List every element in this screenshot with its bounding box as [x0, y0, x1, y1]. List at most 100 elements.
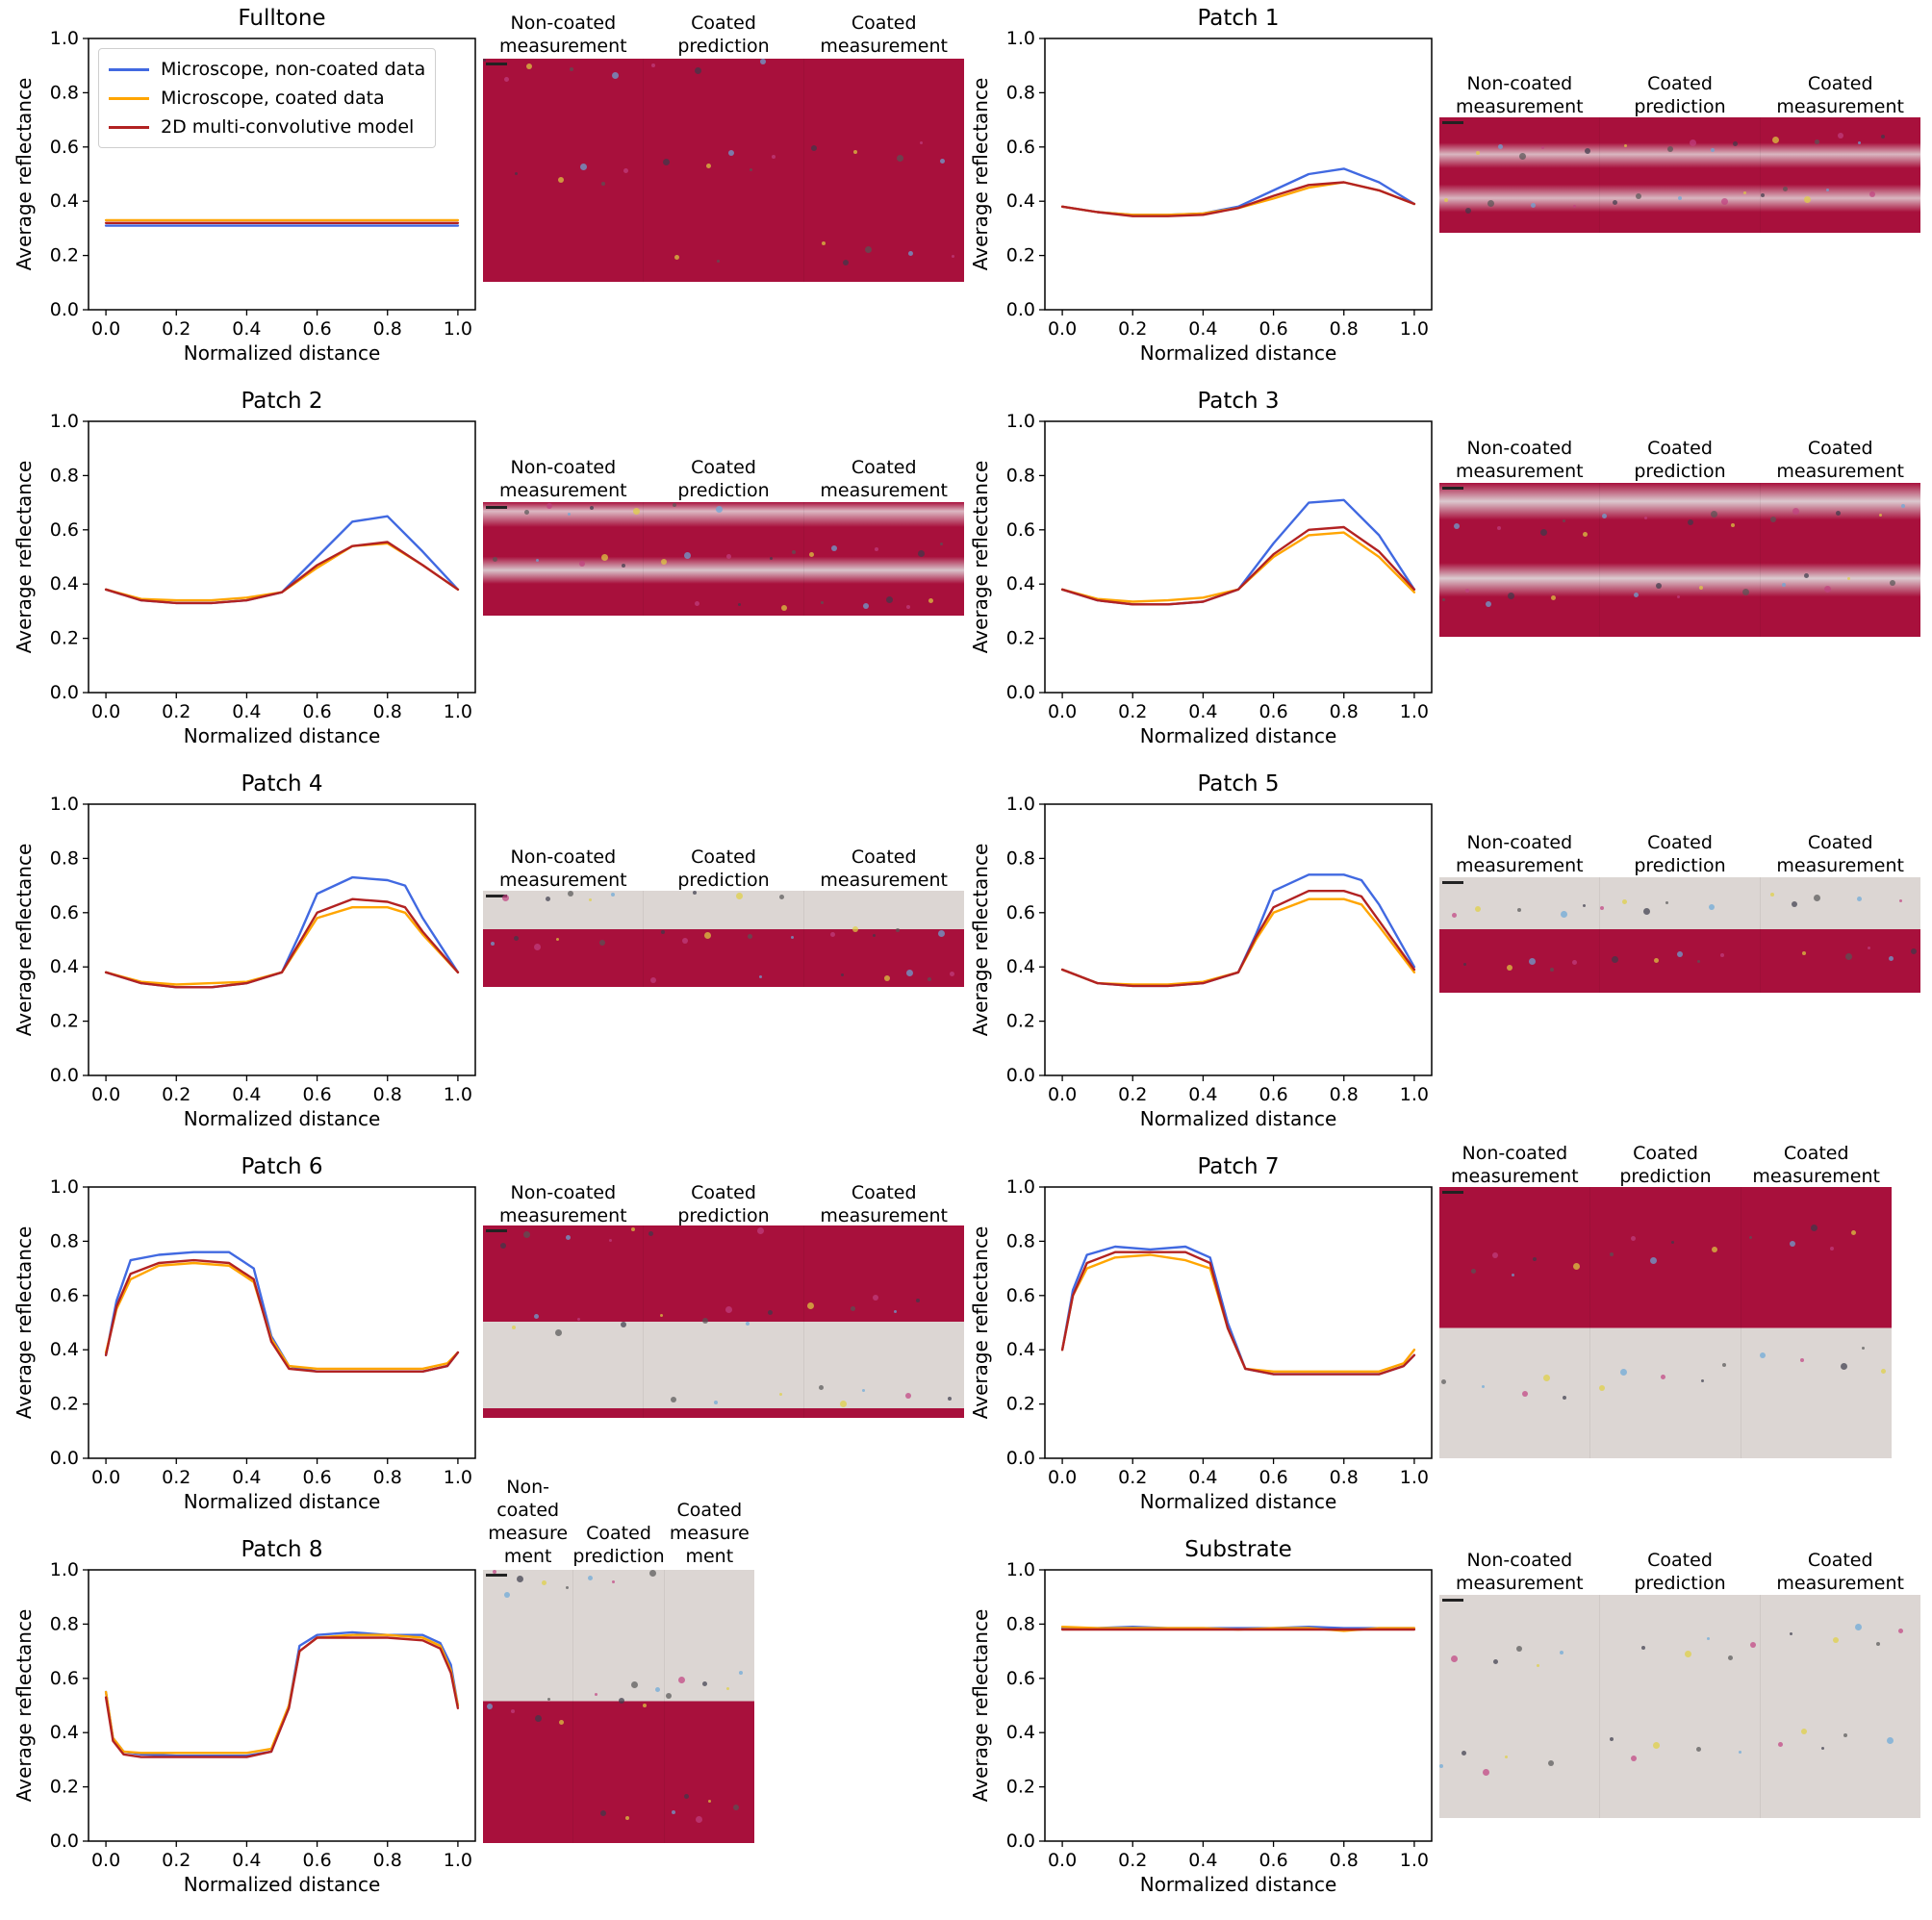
speck [1741, 589, 1749, 596]
series-line-2 [104, 905, 460, 986]
x-tick-label: 0.8 [1330, 318, 1359, 340]
x-tick-label: 0.6 [302, 701, 331, 722]
y-tick-label: 0.4 [1006, 190, 1035, 212]
speck [492, 556, 497, 562]
x-axis-label: Normalized distance [1140, 1107, 1337, 1130]
speck [724, 1306, 732, 1313]
speck [1721, 198, 1729, 205]
x-tick-label: 0.4 [232, 1467, 261, 1488]
x-tick-label: 0.0 [91, 1084, 120, 1105]
line-chart: 0.0 0.2 0.4 0.6 0.8 1.0 0.0 0.2 0.4 0.6 0.8 1.0 Norm… [13, 414, 476, 747]
speck [779, 1393, 783, 1396]
speck [576, 1318, 580, 1321]
speck [1442, 598, 1446, 601]
micrograph-panel [1439, 1187, 1590, 1458]
speck [1530, 202, 1536, 208]
micrograph-panel [1761, 877, 1920, 993]
speck [661, 930, 666, 934]
speck [893, 1310, 897, 1313]
speck [739, 1671, 744, 1676]
micrograph-panel [644, 59, 804, 282]
line-chart: 0.0 0.2 0.4 0.6 0.8 1.0 0.0 0.2 0.4 0.6 0.8 1.0 Norm… [969, 414, 1433, 747]
speck [590, 505, 595, 510]
speck [1837, 132, 1843, 139]
series-line-1 [104, 515, 460, 605]
micrograph-column-label: Coated prediction [1619, 1143, 1712, 1187]
y-tick-label: 0.8 [50, 82, 79, 103]
speck [578, 561, 585, 568]
x-tick-label: 0.4 [1188, 701, 1217, 722]
speck [1439, 1764, 1443, 1769]
speck [671, 1397, 677, 1402]
chart-title: Patch 3 [1197, 389, 1280, 414]
speck [1868, 947, 1871, 949]
speck [1710, 148, 1715, 153]
speck [831, 544, 838, 551]
speck [501, 895, 509, 901]
speck [771, 154, 775, 159]
speck [950, 972, 955, 976]
micrograph-column-label: Non-coated measurement [499, 457, 627, 501]
x-tick-label: 0.2 [1118, 701, 1147, 722]
x-tick-label: 0.8 [373, 1850, 402, 1871]
speck [1803, 573, 1809, 579]
series-line-3 [104, 897, 460, 989]
x-tick-label: 1.0 [1400, 701, 1429, 722]
speck [524, 510, 530, 516]
speck [852, 926, 858, 932]
speck [1521, 1390, 1528, 1397]
speck [807, 1302, 815, 1309]
speck [513, 936, 519, 941]
series-line-3 [1060, 1251, 1416, 1376]
speck [535, 559, 539, 562]
x-tick-label: 0.4 [1188, 318, 1217, 340]
speck [768, 1310, 774, 1315]
speck [940, 159, 946, 164]
speck [534, 944, 542, 950]
speck [1644, 517, 1648, 520]
speck [873, 1295, 879, 1301]
speck [1537, 1663, 1540, 1667]
micrograph-header: Non-coated measurement Coated prediction C… [483, 1177, 964, 1227]
speck [948, 1397, 953, 1401]
speck [623, 167, 629, 173]
speck [1844, 953, 1852, 961]
micrograph-header: Non-coated measurement Coated prediction C… [1439, 827, 1920, 877]
speck [1846, 576, 1850, 580]
y-tick-label: 0.0 [1006, 299, 1035, 320]
speck [1843, 1732, 1848, 1737]
speck [708, 1799, 712, 1803]
micrograph-panel [1439, 1595, 1600, 1818]
speck [1609, 1737, 1614, 1742]
speck [648, 1231, 653, 1236]
x-tick-label: 0.8 [373, 1084, 402, 1105]
speck [1551, 594, 1557, 600]
speck [1868, 190, 1875, 197]
micrograph-header: Non-coated measurement Coated prediction C… [1439, 1545, 1920, 1595]
y-tick-label: 0.2 [1006, 1394, 1035, 1415]
series-line-3 [1060, 181, 1416, 217]
speck [1732, 141, 1738, 147]
y-tick-label: 1.0 [1006, 414, 1035, 432]
speck [1771, 137, 1779, 144]
micrograph-column-label: Coated prediction [677, 13, 770, 57]
speck [873, 934, 877, 937]
micrograph-panel [1741, 1187, 1892, 1458]
speck [566, 1235, 572, 1240]
speck [1791, 901, 1797, 908]
speck [1858, 141, 1862, 145]
speck [1759, 1352, 1766, 1359]
legend-entry: 2D multi-convolutive model [109, 113, 425, 141]
y-tick-label: 0.4 [1006, 1339, 1035, 1360]
speck [525, 63, 532, 69]
y-tick-label: 0.6 [1006, 137, 1035, 158]
y-axis-label: Average reflectance [969, 844, 992, 1037]
speck [695, 67, 702, 75]
axes-frame [88, 803, 476, 1076]
speck [1453, 522, 1460, 529]
speck [1585, 148, 1591, 155]
line-chart: 0.0 0.2 0.4 0.6 0.8 1.0 0.0 0.2 0.4 0.6 0.8 1.0 Norm… [13, 1562, 476, 1896]
speck [1722, 1363, 1727, 1368]
speck [907, 250, 913, 256]
y-axis-label: Average reflectance [13, 461, 36, 654]
